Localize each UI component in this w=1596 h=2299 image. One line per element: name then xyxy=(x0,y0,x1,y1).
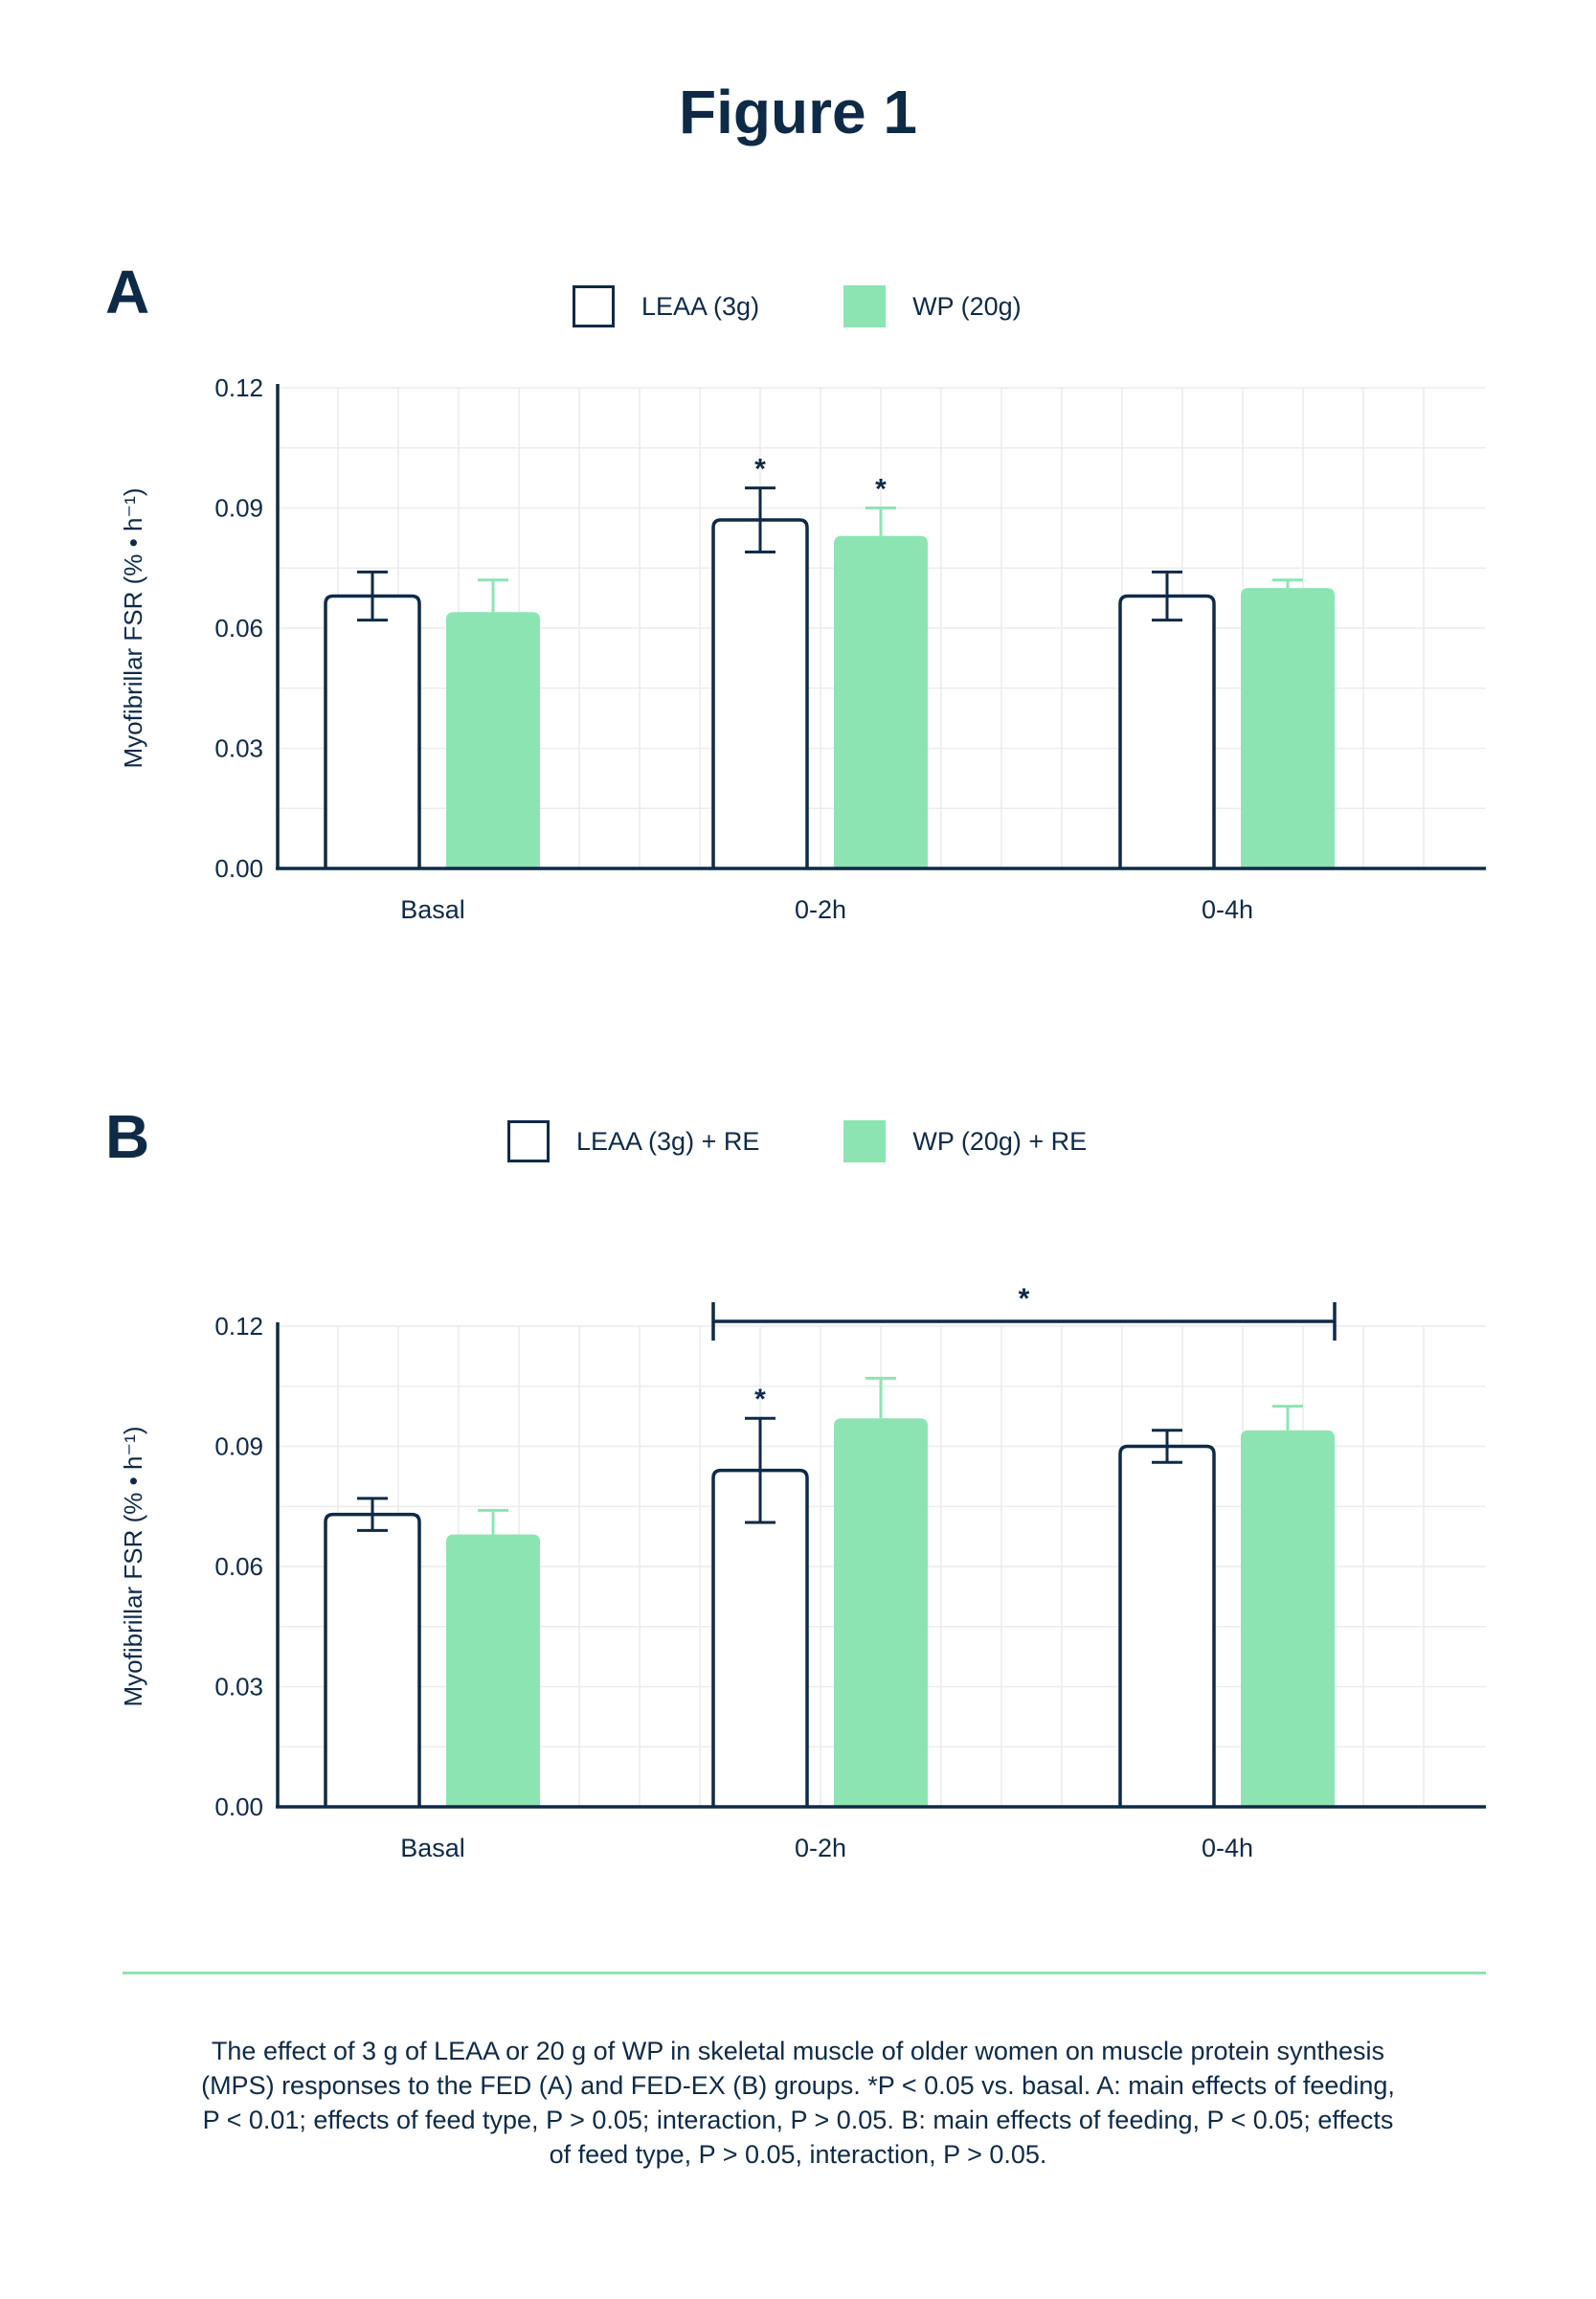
legend-item-wp: WP (20g) xyxy=(843,285,1022,327)
x-tick-label: Basal xyxy=(400,1834,465,1862)
legend-swatch-outline xyxy=(573,285,615,327)
chart-a: 0.00 0.03 0.06 0.09 0.12 Myofibrillar FSR (% … xyxy=(119,373,1486,924)
legend-item-leaa: LEAA (3g) xyxy=(573,285,759,327)
y-tick-label: 0.09 xyxy=(214,1432,263,1461)
legend-a: LEAA (3g) WP (20g) xyxy=(573,285,1106,327)
significance-marker: * xyxy=(754,1384,766,1415)
y-tick-label: 0.03 xyxy=(214,1673,263,1702)
bar-WP (20g) xyxy=(1241,588,1335,868)
bracket-significance: * xyxy=(1019,1283,1030,1315)
legend-label: WP (20g) xyxy=(912,291,1022,321)
bar-LEAA (3g) + RE xyxy=(1118,1444,1216,1807)
bar-LEAA (3g) + RE xyxy=(324,1512,421,1807)
significance-marker: * xyxy=(875,474,887,506)
legend-b: LEAA (3g) + RE WP (20g) + RE xyxy=(507,1120,1171,1162)
y-tick-label: 0.03 xyxy=(214,734,263,763)
y-axis-label: Myofibrillar FSR (% • h⁻¹) xyxy=(119,488,147,769)
panel-letter-b: B xyxy=(105,1102,150,1171)
bar-LEAA (3g) xyxy=(1118,594,1216,868)
x-tick-label: Basal xyxy=(400,895,465,924)
figure-caption: The effect of 3 g of LEAA or 20 g of WP … xyxy=(201,2037,1395,2169)
bar-WP (20g) xyxy=(446,612,540,868)
bar-LEAA (3g) xyxy=(324,594,421,868)
legend-label: WP (20g) + RE xyxy=(912,1126,1088,1156)
panel-letter-a: A xyxy=(105,258,150,327)
significance-marker: * xyxy=(754,454,766,485)
y-axis-label: Myofibrillar FSR (% • h⁻¹) xyxy=(119,1427,147,1707)
legend-label: LEAA (3g) xyxy=(641,291,760,321)
x-tick-label: 0-2h xyxy=(795,1834,846,1862)
bar-LEAA (3g) xyxy=(711,518,809,868)
legend-swatch-filled xyxy=(843,285,887,327)
x-tick-label: 0-4h xyxy=(1202,1834,1253,1862)
x-tick-label: 0-2h xyxy=(795,895,846,924)
caption-divider xyxy=(123,1972,1486,1974)
figure-title: Figure 1 xyxy=(679,78,917,147)
y-tick-label: 0.12 xyxy=(214,1312,263,1341)
bar-WP (20g) + RE xyxy=(834,1418,928,1807)
y-tick-label: 0.00 xyxy=(214,854,263,883)
x-tick-label: 0-4h xyxy=(1202,895,1253,924)
chart-b: 0.00 0.03 0.06 0.09 0.12 Myofibrillar FSR (% … xyxy=(119,1283,1486,1862)
legend-label: LEAA (3g) + RE xyxy=(576,1126,760,1156)
legend-swatch-outline xyxy=(507,1120,550,1162)
y-tick-label: 0.06 xyxy=(214,1552,263,1581)
bar-WP (20g) xyxy=(834,535,928,868)
bar-WP (20g) + RE xyxy=(446,1534,540,1807)
legend-swatch-filled xyxy=(843,1120,887,1162)
bar-WP (20g) + RE xyxy=(1241,1430,1335,1807)
legend-item-leaa-re: LEAA (3g) + RE xyxy=(507,1120,759,1162)
y-tick-label: 0.12 xyxy=(214,373,263,402)
legend-item-wp-re: WP (20g) + RE xyxy=(843,1120,1087,1162)
y-tick-label: 0.09 xyxy=(214,494,263,523)
y-tick-label: 0.06 xyxy=(214,614,263,642)
y-tick-label: 0.00 xyxy=(214,1792,263,1821)
